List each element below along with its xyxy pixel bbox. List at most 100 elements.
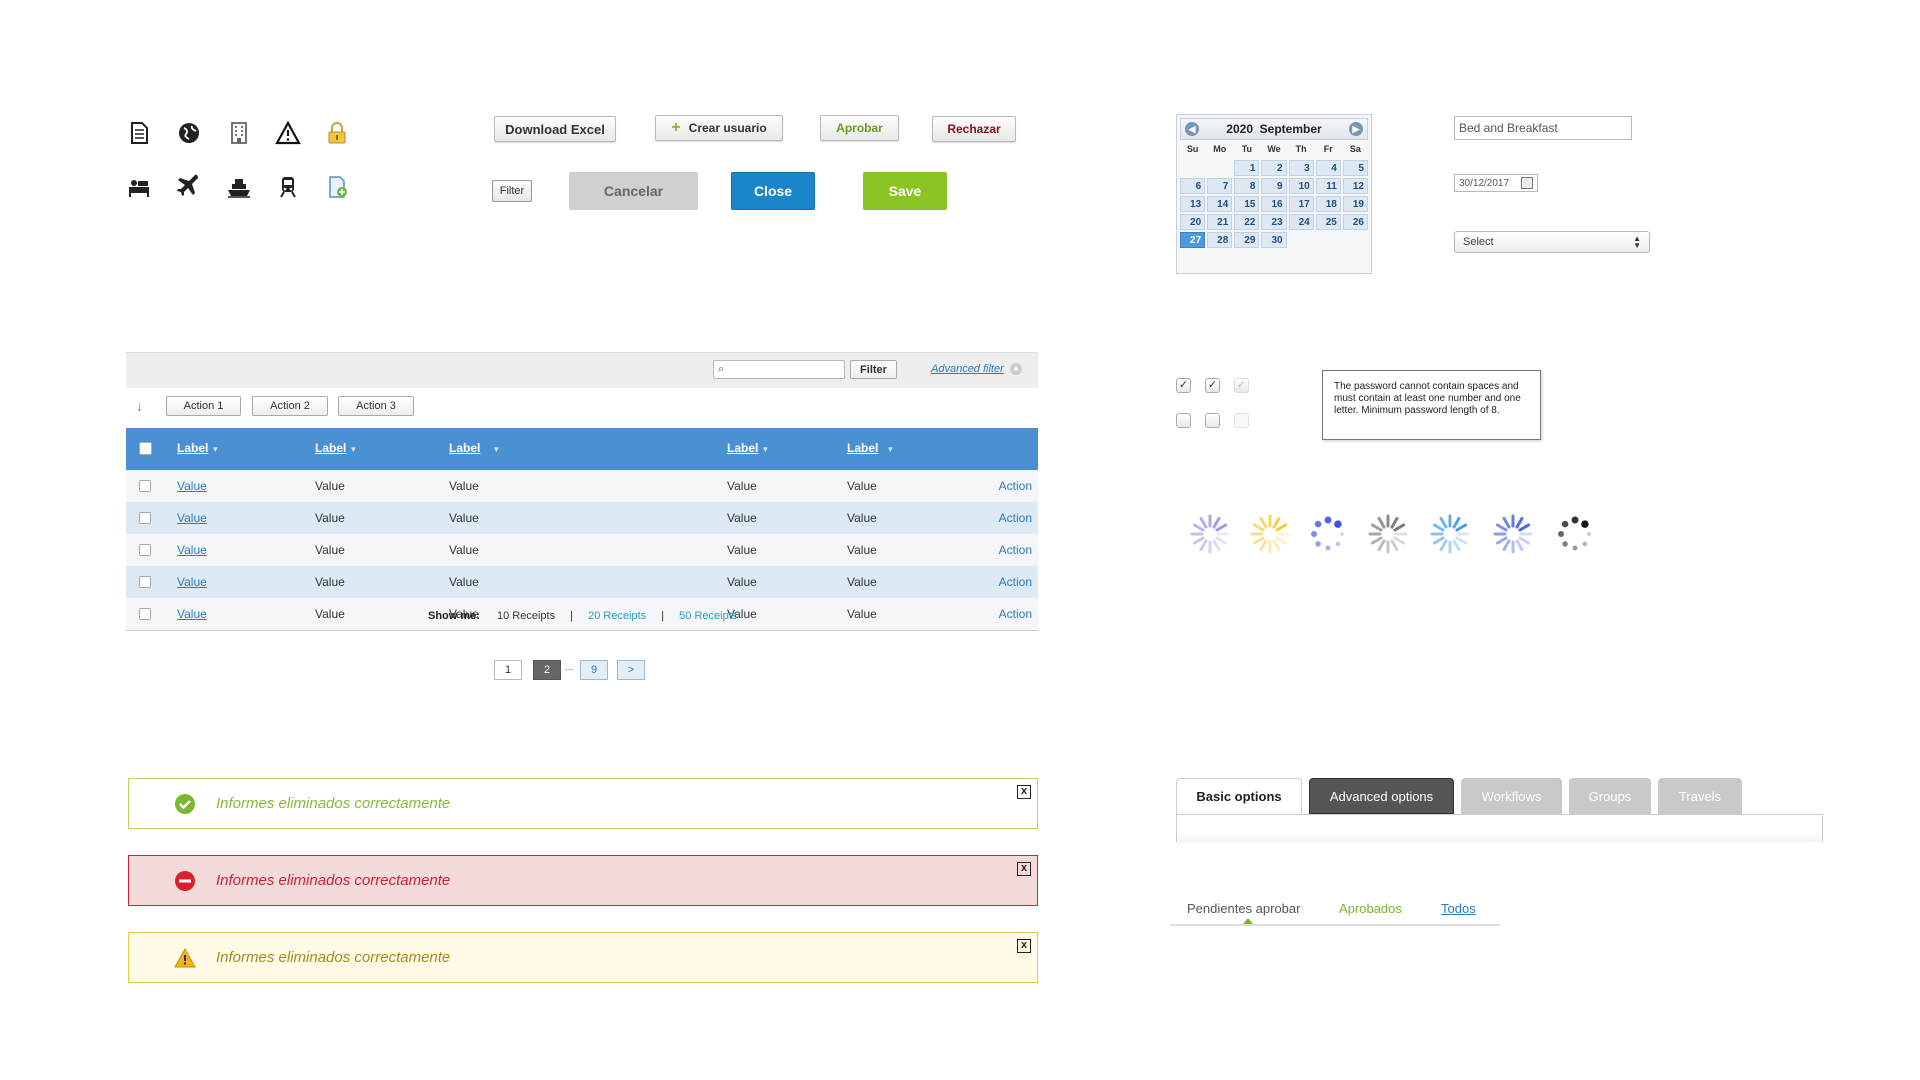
tab-workflows[interactable]: Workflows [1461, 778, 1562, 814]
calendar-day[interactable]: 13 [1180, 196, 1206, 212]
subtab-todos[interactable]: Todos [1441, 901, 1476, 916]
receipts-20-option[interactable]: 20 Receipts [588, 610, 647, 622]
checkbox-unchecked[interactable] [1176, 413, 1191, 428]
table-row[interactable]: Value Value Value Value Value Action [126, 534, 1038, 566]
table-filter-button[interactable]: Filter [850, 360, 897, 379]
row-action-link[interactable]: Action [998, 575, 1032, 589]
calendar-day[interactable]: 26 [1342, 214, 1368, 230]
warning-icon[interactable] [273, 118, 303, 148]
calendar-day[interactable]: 22 [1234, 214, 1260, 230]
calendar-day[interactable]: 6 [1180, 178, 1206, 194]
table-row[interactable]: Value Value Value Value Value Action [126, 470, 1038, 502]
row-value-link[interactable]: Value [177, 607, 207, 621]
table-row[interactable]: Value Value Value Value Value Action [126, 598, 1038, 630]
crear-usuario-button[interactable]: + Crear usuario [655, 115, 783, 141]
calendar-day[interactable]: 19 [1342, 196, 1368, 212]
advanced-filter-link[interactable]: Advanced filter [931, 363, 1004, 375]
calendar-day[interactable]: 1 [1234, 160, 1260, 176]
action-3-button[interactable]: Action 3 [338, 396, 414, 416]
calendar-day[interactable]: 25 [1315, 214, 1341, 230]
row-value-link[interactable]: Value [177, 511, 207, 525]
calendar-day[interactable]: 8 [1234, 178, 1260, 194]
subtab-aprobados[interactable]: Aprobados [1339, 901, 1402, 916]
close-alert-icon[interactable]: x [1017, 785, 1031, 799]
calendar-day[interactable]: 14 [1207, 196, 1233, 212]
receipts-50-option[interactable]: 50 Receipts [679, 610, 738, 622]
date-field[interactable]: 30/12/2017 [1454, 174, 1538, 192]
table-row[interactable]: Value Value Value Value Value Action [126, 566, 1038, 598]
row-checkbox[interactable] [139, 512, 151, 524]
calendar-day[interactable]: 16 [1261, 196, 1287, 212]
cancelar-button[interactable]: Cancelar [569, 172, 698, 210]
row-value-link[interactable]: Value [177, 575, 207, 589]
row-action-link[interactable]: Action [998, 511, 1032, 525]
calendar-day[interactable]: 17 [1288, 196, 1314, 212]
calendar-day[interactable]: 30 [1261, 232, 1287, 248]
page-9-button[interactable]: 9 [580, 660, 608, 680]
calendar-day[interactable]: 4 [1315, 160, 1341, 176]
calendar-day[interactable]: 3 [1288, 160, 1314, 176]
globe-icon[interactable] [174, 118, 204, 148]
action-2-button[interactable]: Action 2 [252, 396, 328, 416]
calendar-day[interactable]: 10 [1288, 178, 1314, 194]
subtab-pendientes[interactable]: Pendientes aprobar [1187, 901, 1301, 916]
filter-button[interactable]: Filter [492, 180, 532, 202]
close-alert-icon[interactable]: x [1017, 862, 1031, 876]
select-dropdown[interactable]: Select ▲ ▼ [1454, 231, 1650, 253]
airplane-icon[interactable] [174, 172, 204, 202]
close-alert-icon[interactable]: x [1017, 939, 1031, 953]
column-header[interactable]: Label ▼ [847, 441, 894, 455]
row-checkbox[interactable] [139, 544, 151, 556]
column-header[interactable]: Label ▼ [177, 441, 219, 455]
tab-groups[interactable]: Groups [1569, 778, 1651, 814]
new-document-icon[interactable] [322, 172, 352, 202]
checkbox-checked[interactable]: ✓ [1176, 378, 1191, 393]
row-checkbox[interactable] [139, 576, 151, 588]
sort-arrow-icon[interactable]: ↓ [136, 398, 143, 414]
calendar-day[interactable]: 28 [1207, 232, 1233, 248]
aprobar-button[interactable]: Aprobar [820, 115, 899, 141]
building-icon[interactable] [224, 118, 254, 148]
calendar-day[interactable]: 18 [1315, 196, 1341, 212]
calendar-day[interactable]: 23 [1261, 214, 1287, 230]
row-action-link[interactable]: Action [998, 607, 1032, 621]
row-action-link[interactable]: Action [998, 479, 1032, 493]
prev-month-icon[interactable]: ◀ [1185, 122, 1199, 136]
page-2-button[interactable]: 2 [533, 660, 561, 680]
column-header[interactable]: Label ▼ [727, 441, 769, 455]
row-value-link[interactable]: Value [177, 543, 207, 557]
text-field[interactable]: Bed and Breakfast [1454, 116, 1632, 140]
row-checkbox[interactable] [139, 480, 151, 492]
calendar-day[interactable]: 20 [1180, 214, 1206, 230]
checkbox-checked-hover[interactable]: ✓ [1205, 378, 1220, 393]
lock-icon[interactable] [322, 118, 352, 148]
tab-advanced-options[interactable]: Advanced options [1309, 778, 1454, 814]
close-button[interactable]: Close [731, 172, 815, 210]
document-icon[interactable] [124, 118, 154, 148]
calendar-icon[interactable] [1521, 177, 1533, 189]
ship-icon[interactable] [224, 172, 254, 202]
row-value-link[interactable]: Value [177, 479, 207, 493]
calendar-day[interactable]: 21 [1207, 214, 1233, 230]
select-all-checkbox[interactable] [139, 442, 152, 455]
next-month-icon[interactable]: ▶ [1349, 122, 1363, 136]
calendar-day[interactable]: 5 [1342, 160, 1368, 176]
calendar-day[interactable]: 7 [1207, 178, 1233, 194]
advanced-filter-icon[interactable]: ● [1010, 363, 1022, 375]
tab-basic-options[interactable]: Basic options [1176, 778, 1302, 814]
search-input[interactable]: ⌕ [713, 360, 845, 379]
column-header[interactable]: Label ▼ [449, 441, 500, 455]
rechazar-button[interactable]: Rechazar [932, 116, 1016, 142]
next-page-button[interactable]: > [617, 660, 645, 680]
save-button[interactable]: Save [863, 172, 947, 210]
tab-travels[interactable]: Travels [1658, 778, 1742, 814]
checkbox-unchecked-hover[interactable] [1205, 413, 1220, 428]
calendar-day[interactable]: 12 [1342, 178, 1368, 194]
row-checkbox[interactable] [139, 608, 151, 620]
row-action-link[interactable]: Action [998, 543, 1032, 557]
calendar-day[interactable]: 11 [1315, 178, 1341, 194]
page-1-button[interactable]: 1 [494, 660, 522, 680]
calendar-day[interactable]: 2 [1261, 160, 1287, 176]
calendar-day[interactable]: 24 [1288, 214, 1314, 230]
calendar-day[interactable]: 27 [1180, 232, 1206, 248]
